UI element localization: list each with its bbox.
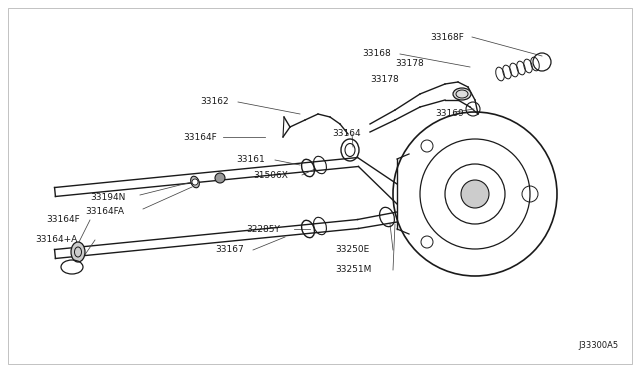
Circle shape (461, 180, 489, 208)
Text: 33162: 33162 (200, 97, 228, 106)
Text: 33164F: 33164F (46, 215, 80, 224)
Text: 33169: 33169 (435, 109, 464, 119)
Text: 33168F: 33168F (430, 32, 464, 42)
Ellipse shape (191, 176, 199, 188)
Text: 33250E: 33250E (335, 246, 369, 254)
Text: 32285Y: 32285Y (246, 224, 280, 234)
Text: 33161: 33161 (236, 155, 265, 164)
Text: 33164: 33164 (332, 129, 360, 138)
Text: 33164F: 33164F (183, 132, 217, 141)
Text: 31506X: 31506X (253, 170, 288, 180)
Text: 33194N: 33194N (90, 192, 125, 202)
Circle shape (215, 173, 225, 183)
Text: 33164+A: 33164+A (35, 235, 77, 244)
Circle shape (192, 179, 198, 185)
Ellipse shape (453, 88, 471, 100)
Text: 33167: 33167 (215, 246, 244, 254)
Text: 33178: 33178 (395, 60, 424, 68)
Text: J33300A5: J33300A5 (578, 341, 618, 350)
FancyBboxPatch shape (8, 8, 632, 364)
Text: 33251M: 33251M (335, 266, 371, 275)
Ellipse shape (71, 242, 85, 262)
Text: 33164FA: 33164FA (85, 208, 124, 217)
Text: 33178: 33178 (370, 74, 399, 83)
Text: 33168: 33168 (362, 49, 391, 58)
